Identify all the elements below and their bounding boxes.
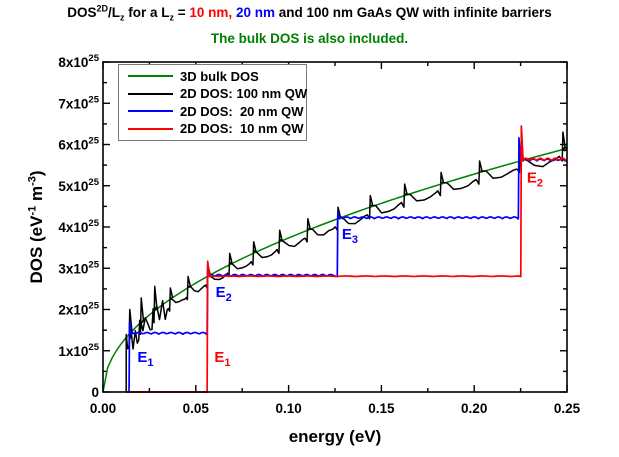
title-segment: DOS (67, 5, 97, 20)
y-axis-title-segment: -1 (26, 205, 39, 216)
x-tick-label: 0.00 (90, 401, 116, 416)
y-tick-label: 6x1025 (58, 136, 99, 153)
legend: 3D bulk DOS 2D DOS: 100 nm QW 2D DOS: 20 n… (118, 64, 307, 141)
chart-subtitle: The bulk DOS is also included. (210, 31, 409, 46)
y-axis-title-segment: -3 (26, 176, 39, 186)
legend-line-sample (128, 127, 173, 130)
legend-item: 2D DOS: 20 nm QW (119, 105, 306, 118)
y-tick-label: 0 (91, 385, 99, 400)
x-axis-title: energy (eV) (288, 427, 382, 446)
legend-item: 2D DOS: 100 nm QW (119, 86, 308, 102)
y-tick-label: 7x1025 (58, 94, 99, 111)
title-segment: 20 nm (235, 5, 275, 20)
title-segment: for a L (124, 5, 170, 20)
legend-line-sample (128, 92, 173, 95)
x-tick-label: 0.20 (461, 401, 487, 416)
y-axis-title-segment: m (27, 185, 46, 206)
x-tick-label: 0.10 (275, 401, 301, 416)
series-2d-dos-100nm (125, 131, 568, 392)
y-axis-title-segment: ) (27, 170, 46, 177)
title-segment: 2D (96, 3, 108, 14)
chart-title: DOS2D/Lz for a Lz = 10 nm, 20 nm and 100… (0, 3, 619, 23)
title-segment: and 100 nm GaAs QW with infinite barrier… (274, 5, 552, 20)
title-segment: z (119, 12, 125, 23)
title-segment: z (169, 12, 175, 23)
plot-frame (102, 61, 568, 393)
y-tick-label: 4x1025 (58, 218, 99, 235)
legend-item: 2D DOS: 10 nm QW (119, 122, 306, 135)
y-tick-label: 2x1025 (58, 301, 99, 318)
legend-item: 3D bulk DOS (119, 70, 306, 83)
x-tick-label: 0.05 (183, 401, 210, 416)
legend-label: 2D DOS: 100 nm QW (180, 86, 308, 102)
y-tick-label: 8x1025 (58, 53, 99, 70)
subband-label: E2 (216, 284, 232, 304)
title-segment: = (174, 5, 190, 20)
subband-label: E2 (527, 170, 543, 190)
y-tick-label: 1x1025 (58, 342, 99, 359)
legend-line-sample (128, 110, 173, 113)
legend-label: 2D DOS: 20 nm QW (180, 103, 304, 119)
subband-label: E1 (214, 349, 230, 369)
y-axis-title: DOS (eV-1 m-3) (26, 170, 47, 284)
x-tick-label: 0.15 (368, 401, 395, 416)
title-segment: /L (107, 5, 120, 20)
legend-label: 3D bulk DOS (180, 68, 259, 84)
y-tick-label: 5x1025 (58, 177, 99, 194)
series-3d-bulk-dos (102, 147, 568, 393)
legend-label: 2D DOS: 10 nm QW (180, 121, 304, 137)
x-tick-label: 0.25 (554, 401, 581, 416)
subband-label: E1 (137, 349, 153, 369)
series-2d-dos-20nm (126, 137, 568, 393)
title-segment: 10 nm, (189, 5, 233, 20)
legend-line-sample (128, 75, 173, 78)
y-tick-label: 3x1025 (58, 259, 99, 276)
series-2d-dos-10nm (126, 125, 568, 393)
subband-label: E3 (342, 226, 358, 246)
y-axis-title-segment: DOS (eV (27, 215, 46, 284)
